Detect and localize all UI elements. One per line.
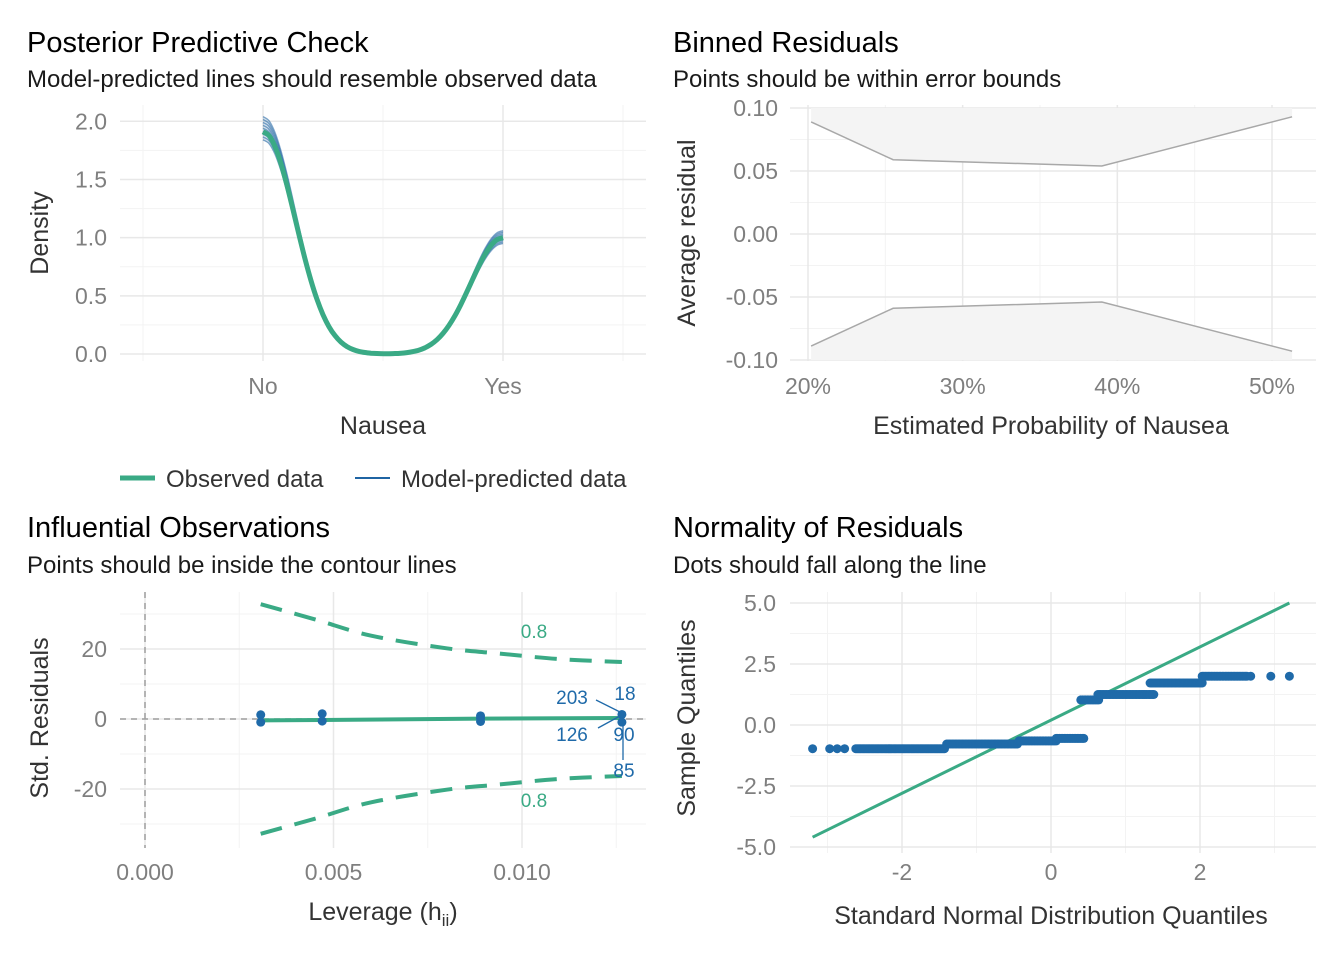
y-tick-labels: 0.0 0.5 1.0 1.5 2.0 <box>75 108 107 367</box>
observation-point <box>476 716 486 726</box>
legend-label-observed: Observed data <box>166 466 324 493</box>
y-tick-labels: 0.10 0.05 0.00 -0.05 -0.10 <box>726 95 778 373</box>
chart-subtitle: Model-predicted lines should resemble ob… <box>27 66 597 93</box>
observation-point <box>256 710 266 720</box>
y-tick-labels: 20 0 -20 <box>74 636 107 802</box>
qq-point <box>840 744 850 754</box>
subtitle-clip <box>661 60 673 100</box>
x-tick-label: 40% <box>1094 373 1140 399</box>
y-tick-label: -2.5 <box>736 773 776 799</box>
qq-point <box>1079 733 1089 743</box>
qq-point <box>808 744 818 754</box>
y-tick-label: -20 <box>74 776 107 802</box>
qq-point <box>1266 671 1276 681</box>
x-tick-label: 50% <box>1249 373 1295 399</box>
observation-points <box>256 709 627 727</box>
chart-subtitle: Dots should fall along the line <box>673 552 987 579</box>
y-tick-label: -0.05 <box>726 284 778 310</box>
y-tick-labels: 5.0 2.5 0.0 -2.5 -5.0 <box>736 590 776 860</box>
contour-label: 0.8 <box>521 622 547 643</box>
x-tick-label: -2 <box>892 859 912 885</box>
y-tick-label: 1.0 <box>75 225 107 251</box>
x-tick-labels: 20% 30% 40% 50% <box>785 373 1295 399</box>
contour-label: 0.8 <box>521 791 547 812</box>
y-tick-label: 2.0 <box>75 108 107 134</box>
qq-point <box>1197 678 1207 688</box>
point-label: 85 <box>613 761 634 782</box>
point-label: 126 <box>556 725 588 746</box>
x-tick-labels: 0.000 0.005 0.010 <box>116 859 551 885</box>
lower-error-bound <box>810 301 1293 352</box>
y-axis-title: Sample Quantiles <box>673 619 701 816</box>
y-tick-label: 2.5 <box>744 651 776 677</box>
loess-fit-line <box>260 716 622 723</box>
x-tick-label: 0.010 <box>493 859 551 885</box>
upper-error-bound <box>810 116 1293 167</box>
legend: Observed data Model-predicted data <box>120 466 627 493</box>
qq-reference-line <box>811 601 1291 839</box>
x-tick-label: 0 <box>1045 859 1058 885</box>
qq-points <box>808 671 1294 754</box>
chart-title: Posterior Predictive Check <box>27 27 369 59</box>
observed-density-line <box>261 129 504 357</box>
panel-posterior-predictive: Posterior Predictive Check Model-predict… <box>26 27 646 493</box>
x-tick-label: 0.000 <box>116 859 174 885</box>
x-tick-label: 2 <box>1194 859 1207 885</box>
observation-point <box>256 717 266 727</box>
x-tick-label: Yes <box>484 373 522 399</box>
x-axis-title: Nausea <box>340 412 426 440</box>
observation-point <box>317 709 327 719</box>
x-tick-label: 0.005 <box>305 859 363 885</box>
y-axis-title: Std. Residuals <box>26 637 54 798</box>
chart-title: Binned Residuals <box>673 27 899 59</box>
point-label: 203 <box>556 688 588 709</box>
x-tick-label: No <box>248 373 277 399</box>
y-tick-label: 0.05 <box>733 158 778 184</box>
cooks-contour-upper <box>260 602 622 664</box>
y-tick-label: 0.10 <box>733 95 778 121</box>
point-label: 90 <box>613 725 634 746</box>
panel-influential-observations: Influential Observations Points should b… <box>26 512 646 930</box>
x-tick-label: 30% <box>940 373 986 399</box>
gridlines <box>790 592 1316 853</box>
x-tick-label: 20% <box>785 373 831 399</box>
x-axis-title: Leverage (hii) <box>308 898 457 930</box>
y-tick-label: -5.0 <box>736 834 776 860</box>
y-tick-label: 1.5 <box>75 166 107 192</box>
y-tick-label: -0.10 <box>726 347 778 373</box>
y-tick-label: 0.0 <box>75 341 107 367</box>
point-label: 18 <box>614 684 635 705</box>
legend-label-predicted: Model-predicted data <box>401 466 627 493</box>
panel-binned-residuals: Binned Residuals Points should be within… <box>673 27 1316 440</box>
observation-point <box>317 716 327 726</box>
gridlines <box>120 105 646 361</box>
chart-subtitle: Points should be inside the contour line… <box>27 552 457 579</box>
chart-title: Influential Observations <box>27 512 330 544</box>
label-leaders <box>595 699 624 760</box>
x-tick-labels: -2 0 2 <box>892 859 1207 885</box>
panel-normality-residuals: Normality of Residuals Dots should fall … <box>673 512 1316 930</box>
x-axis-title: Standard Normal Distribution Quantiles <box>834 902 1268 930</box>
y-axis-title: Average residual <box>673 139 701 326</box>
observation-point <box>617 717 627 727</box>
x-axis-title: Estimated Probability of Nausea <box>873 412 1229 440</box>
error-bound-ribbon <box>811 108 1293 360</box>
y-tick-label: 0.5 <box>75 283 107 309</box>
qq-point <box>1149 690 1159 699</box>
chart-subtitle: Points should be within error bounds <box>673 66 1061 93</box>
y-tick-label: 5.0 <box>744 590 776 616</box>
qq-point <box>825 744 835 754</box>
qq-point <box>832 744 842 754</box>
y-tick-label: 0 <box>94 706 107 732</box>
qq-point <box>1246 671 1256 681</box>
y-tick-label: 20 <box>81 636 107 662</box>
cooks-contour-lower <box>260 774 622 836</box>
y-tick-label: 0.0 <box>744 712 776 738</box>
y-axis-title: Density <box>26 191 54 275</box>
qq-point <box>1284 671 1294 681</box>
chart-title: Normality of Residuals <box>673 512 963 544</box>
y-tick-label: 0.00 <box>733 221 778 247</box>
